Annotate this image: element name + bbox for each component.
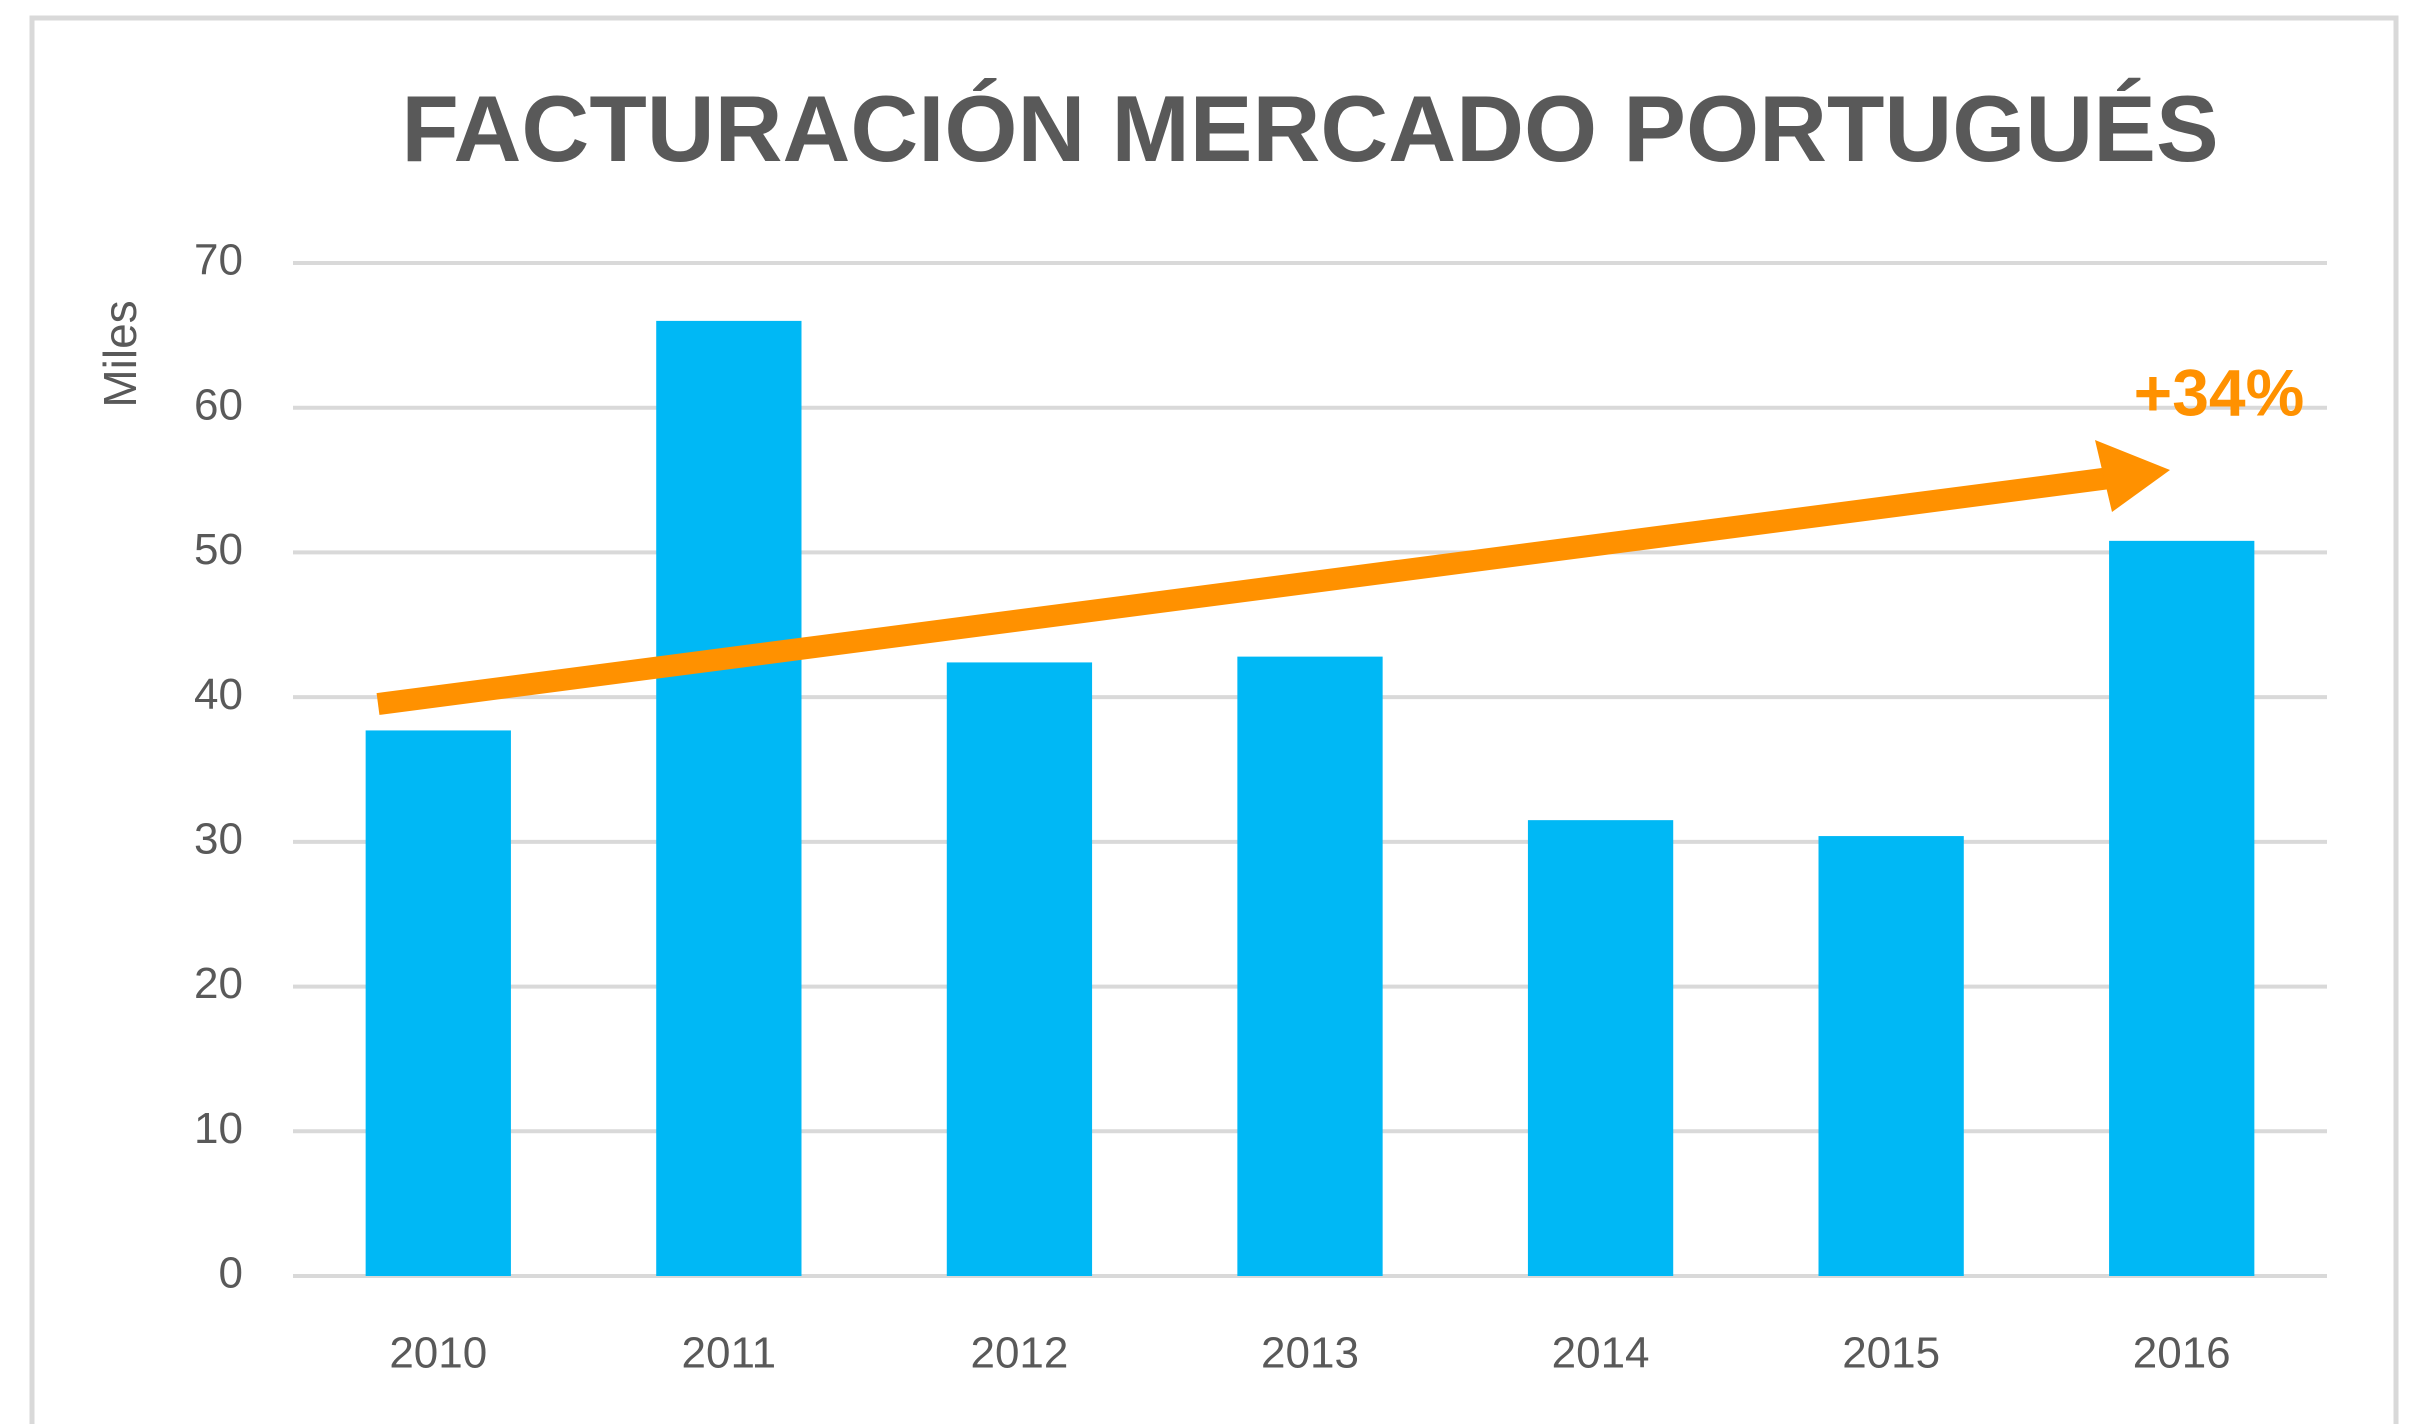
x-tick-label: 2010 bbox=[389, 1329, 487, 1378]
y-tick-label: 0 bbox=[219, 1249, 243, 1298]
y-axis-label: Miles bbox=[94, 300, 146, 407]
y-tick-label: 50 bbox=[194, 525, 243, 574]
y-tick-label: 30 bbox=[194, 814, 243, 863]
y-tick-label: 60 bbox=[194, 380, 243, 429]
x-tick-label: 2015 bbox=[1842, 1329, 1940, 1378]
bar bbox=[365, 730, 511, 1276]
y-tick-label: 40 bbox=[194, 670, 243, 719]
trend-arrow-shaft bbox=[376, 467, 2112, 715]
bar bbox=[1527, 820, 1674, 1276]
x-tick-label: 2011 bbox=[682, 1329, 777, 1378]
x-tick-label: 2014 bbox=[1552, 1329, 1650, 1378]
x-tick-label: 2012 bbox=[970, 1329, 1068, 1378]
bars bbox=[365, 320, 2255, 1276]
chart-title: FACTURACIÓN MERCADO PORTUGUÉS bbox=[401, 76, 2218, 181]
y-tick-label: 10 bbox=[194, 1104, 243, 1153]
y-tick-label: 70 bbox=[194, 236, 243, 285]
y-tick-label: 20 bbox=[194, 959, 243, 1008]
bar bbox=[946, 662, 1093, 1276]
x-tick-label: 2016 bbox=[2133, 1329, 2231, 1378]
trend-arrow-head bbox=[2095, 440, 2170, 512]
bar bbox=[1237, 656, 1383, 1276]
bar bbox=[1818, 836, 1964, 1276]
trend-arrow bbox=[376, 440, 2170, 715]
annotation: +34% bbox=[2134, 355, 2305, 429]
x-tick-label: 2013 bbox=[1261, 1329, 1359, 1378]
bar bbox=[656, 320, 802, 1276]
bar bbox=[2109, 540, 2255, 1276]
